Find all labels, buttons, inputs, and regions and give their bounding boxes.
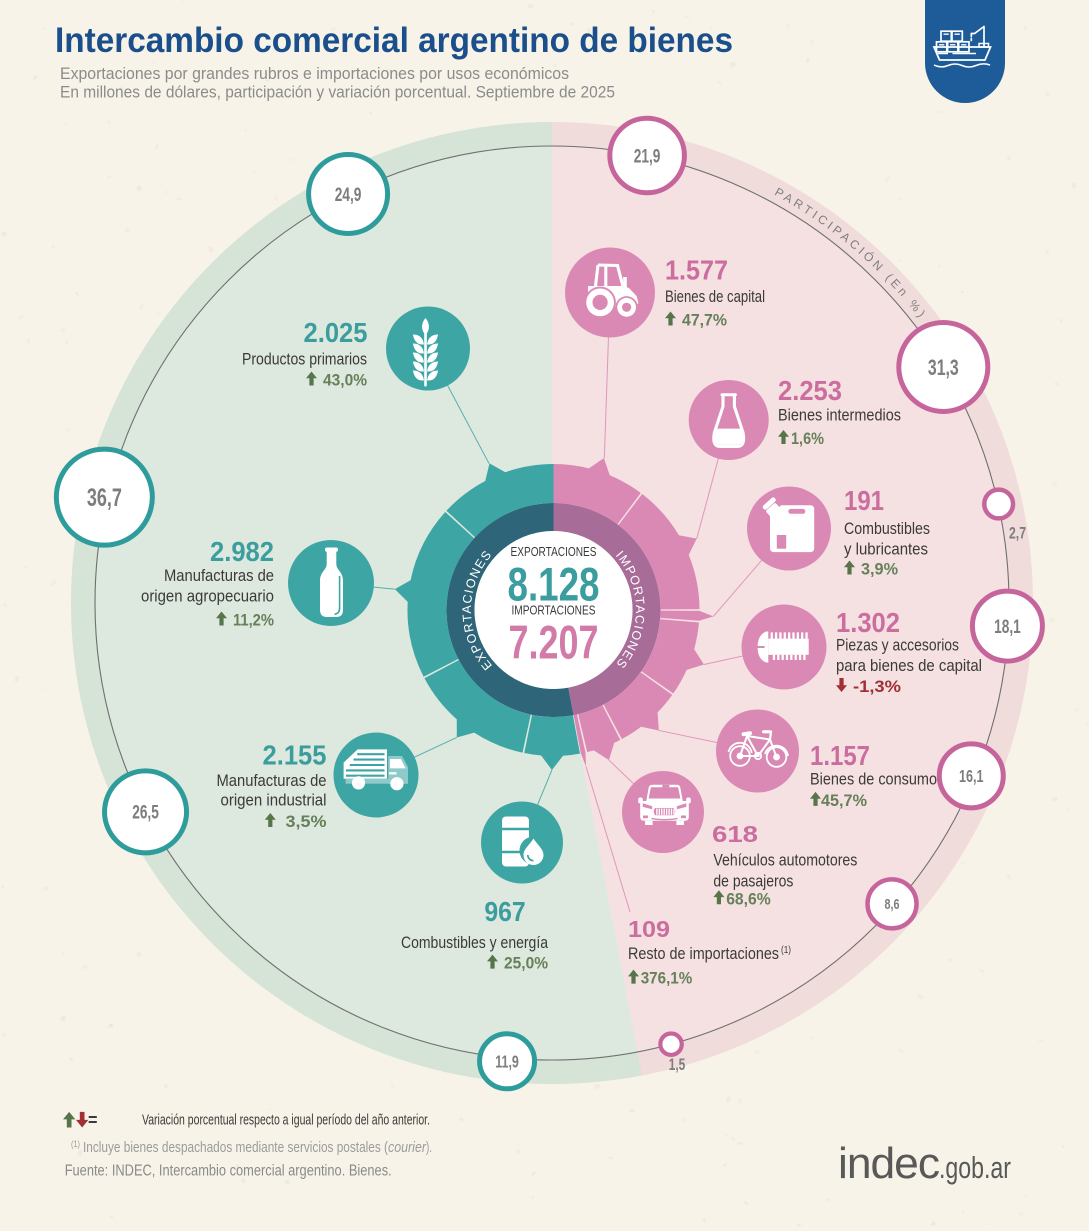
svg-text:21,9: 21,9 bbox=[634, 146, 661, 167]
svg-text:IMPORTACIONES: IMPORTACIONES bbox=[512, 603, 596, 618]
svg-text:En millones de dólares, partic: En millones de dólares, participación y … bbox=[60, 84, 615, 102]
svg-text:68,6%: 68,6% bbox=[726, 889, 771, 908]
svg-text:).: ). bbox=[426, 1139, 432, 1156]
svg-text:Manufacturas de: Manufacturas de bbox=[164, 567, 274, 585]
svg-text:25,0%: 25,0% bbox=[504, 954, 548, 973]
svg-text:26,5: 26,5 bbox=[132, 803, 159, 824]
svg-text:Variación porcentual respecto: Variación porcentual respecto a igual pe… bbox=[142, 1112, 430, 1129]
svg-text:1,6%: 1,6% bbox=[791, 429, 824, 448]
svg-text:Resto de importaciones: Resto de importaciones bbox=[628, 945, 779, 963]
svg-text:967: 967 bbox=[484, 896, 525, 927]
svg-text:618: 618 bbox=[712, 821, 758, 847]
svg-text:indec: indec bbox=[838, 1139, 939, 1188]
svg-text:Combustibles y energía: Combustibles y energía bbox=[401, 934, 549, 952]
svg-text:(1): (1) bbox=[781, 945, 791, 956]
svg-text:de pasajeros: de pasajeros bbox=[713, 873, 793, 891]
svg-text:2.155: 2.155 bbox=[263, 740, 327, 771]
svg-text:y lubricantes: y lubricantes bbox=[844, 541, 928, 559]
svg-text:Bienes de consumo: Bienes de consumo bbox=[810, 771, 937, 789]
svg-text:Combustibles: Combustibles bbox=[844, 520, 930, 538]
svg-text:Vehículos automotores: Vehículos automotores bbox=[713, 852, 857, 870]
svg-text:7.207: 7.207 bbox=[509, 616, 599, 669]
svg-text:3,5%: 3,5% bbox=[286, 812, 327, 831]
svg-text:courier: courier bbox=[388, 1139, 427, 1156]
svg-text:3,9%: 3,9% bbox=[861, 560, 898, 579]
svg-text:.gob.ar: .gob.ar bbox=[939, 1150, 1011, 1185]
svg-text:109: 109 bbox=[628, 916, 670, 942]
svg-text:11,2%: 11,2% bbox=[233, 611, 274, 630]
svg-text:191: 191 bbox=[844, 485, 884, 516]
svg-text:2,7: 2,7 bbox=[1009, 524, 1026, 543]
svg-text:24,9: 24,9 bbox=[335, 185, 362, 206]
svg-text:2.253: 2.253 bbox=[778, 375, 842, 406]
svg-text:origen industrial: origen industrial bbox=[221, 792, 327, 810]
svg-text:47,7%: 47,7% bbox=[682, 311, 727, 330]
svg-text:18,1: 18,1 bbox=[994, 617, 1021, 638]
svg-text:36,7: 36,7 bbox=[87, 484, 122, 512]
svg-text:1.302: 1.302 bbox=[836, 607, 900, 638]
svg-text:Fuente: INDEC, Intercambio com: Fuente: INDEC, Intercambio comercial arg… bbox=[65, 1163, 392, 1180]
svg-text:EXPORTACIONES: EXPORTACIONES bbox=[511, 544, 597, 559]
svg-text:2.982: 2.982 bbox=[210, 536, 274, 567]
svg-text:Exportaciones por grandes rubr: Exportaciones por grandes rubros e impor… bbox=[60, 65, 569, 83]
svg-text:8.128: 8.128 bbox=[508, 558, 600, 611]
svg-text:Bienes intermedios: Bienes intermedios bbox=[778, 406, 901, 424]
svg-text:Incluye bienes despachados med: Incluye bienes despachados mediante serv… bbox=[83, 1139, 388, 1156]
svg-text:=: = bbox=[88, 1110, 97, 1130]
svg-text:Manufacturas de: Manufacturas de bbox=[217, 772, 327, 790]
svg-text:376,1%: 376,1% bbox=[641, 969, 693, 988]
svg-text:1.157: 1.157 bbox=[810, 740, 870, 771]
svg-text:8,6: 8,6 bbox=[885, 896, 900, 913]
svg-text:43,0%: 43,0% bbox=[323, 371, 367, 390]
svg-text:Piezas y accesorios: Piezas y accesorios bbox=[836, 637, 959, 655]
svg-text:origen agropecuario: origen agropecuario bbox=[141, 588, 274, 606]
svg-text:1.577: 1.577 bbox=[665, 255, 728, 286]
svg-text:45,7%: 45,7% bbox=[821, 791, 867, 810]
svg-text:para bienes de capital: para bienes de capital bbox=[836, 657, 982, 675]
svg-text:Bienes de capital: Bienes de capital bbox=[665, 288, 765, 306]
svg-text:-1,3%: -1,3% bbox=[853, 677, 901, 696]
svg-text:31,3: 31,3 bbox=[928, 355, 959, 380]
svg-text:1,5: 1,5 bbox=[669, 1056, 686, 1074]
svg-text:2.025: 2.025 bbox=[304, 317, 368, 348]
svg-text:11,9: 11,9 bbox=[495, 1052, 519, 1072]
svg-text:16,1: 16,1 bbox=[959, 766, 984, 786]
svg-text:Intercambio comercial argentin: Intercambio comercial argentino de biene… bbox=[55, 21, 733, 60]
svg-text:Productos primarios: Productos primarios bbox=[242, 351, 367, 369]
svg-text:(1): (1) bbox=[71, 1139, 80, 1150]
